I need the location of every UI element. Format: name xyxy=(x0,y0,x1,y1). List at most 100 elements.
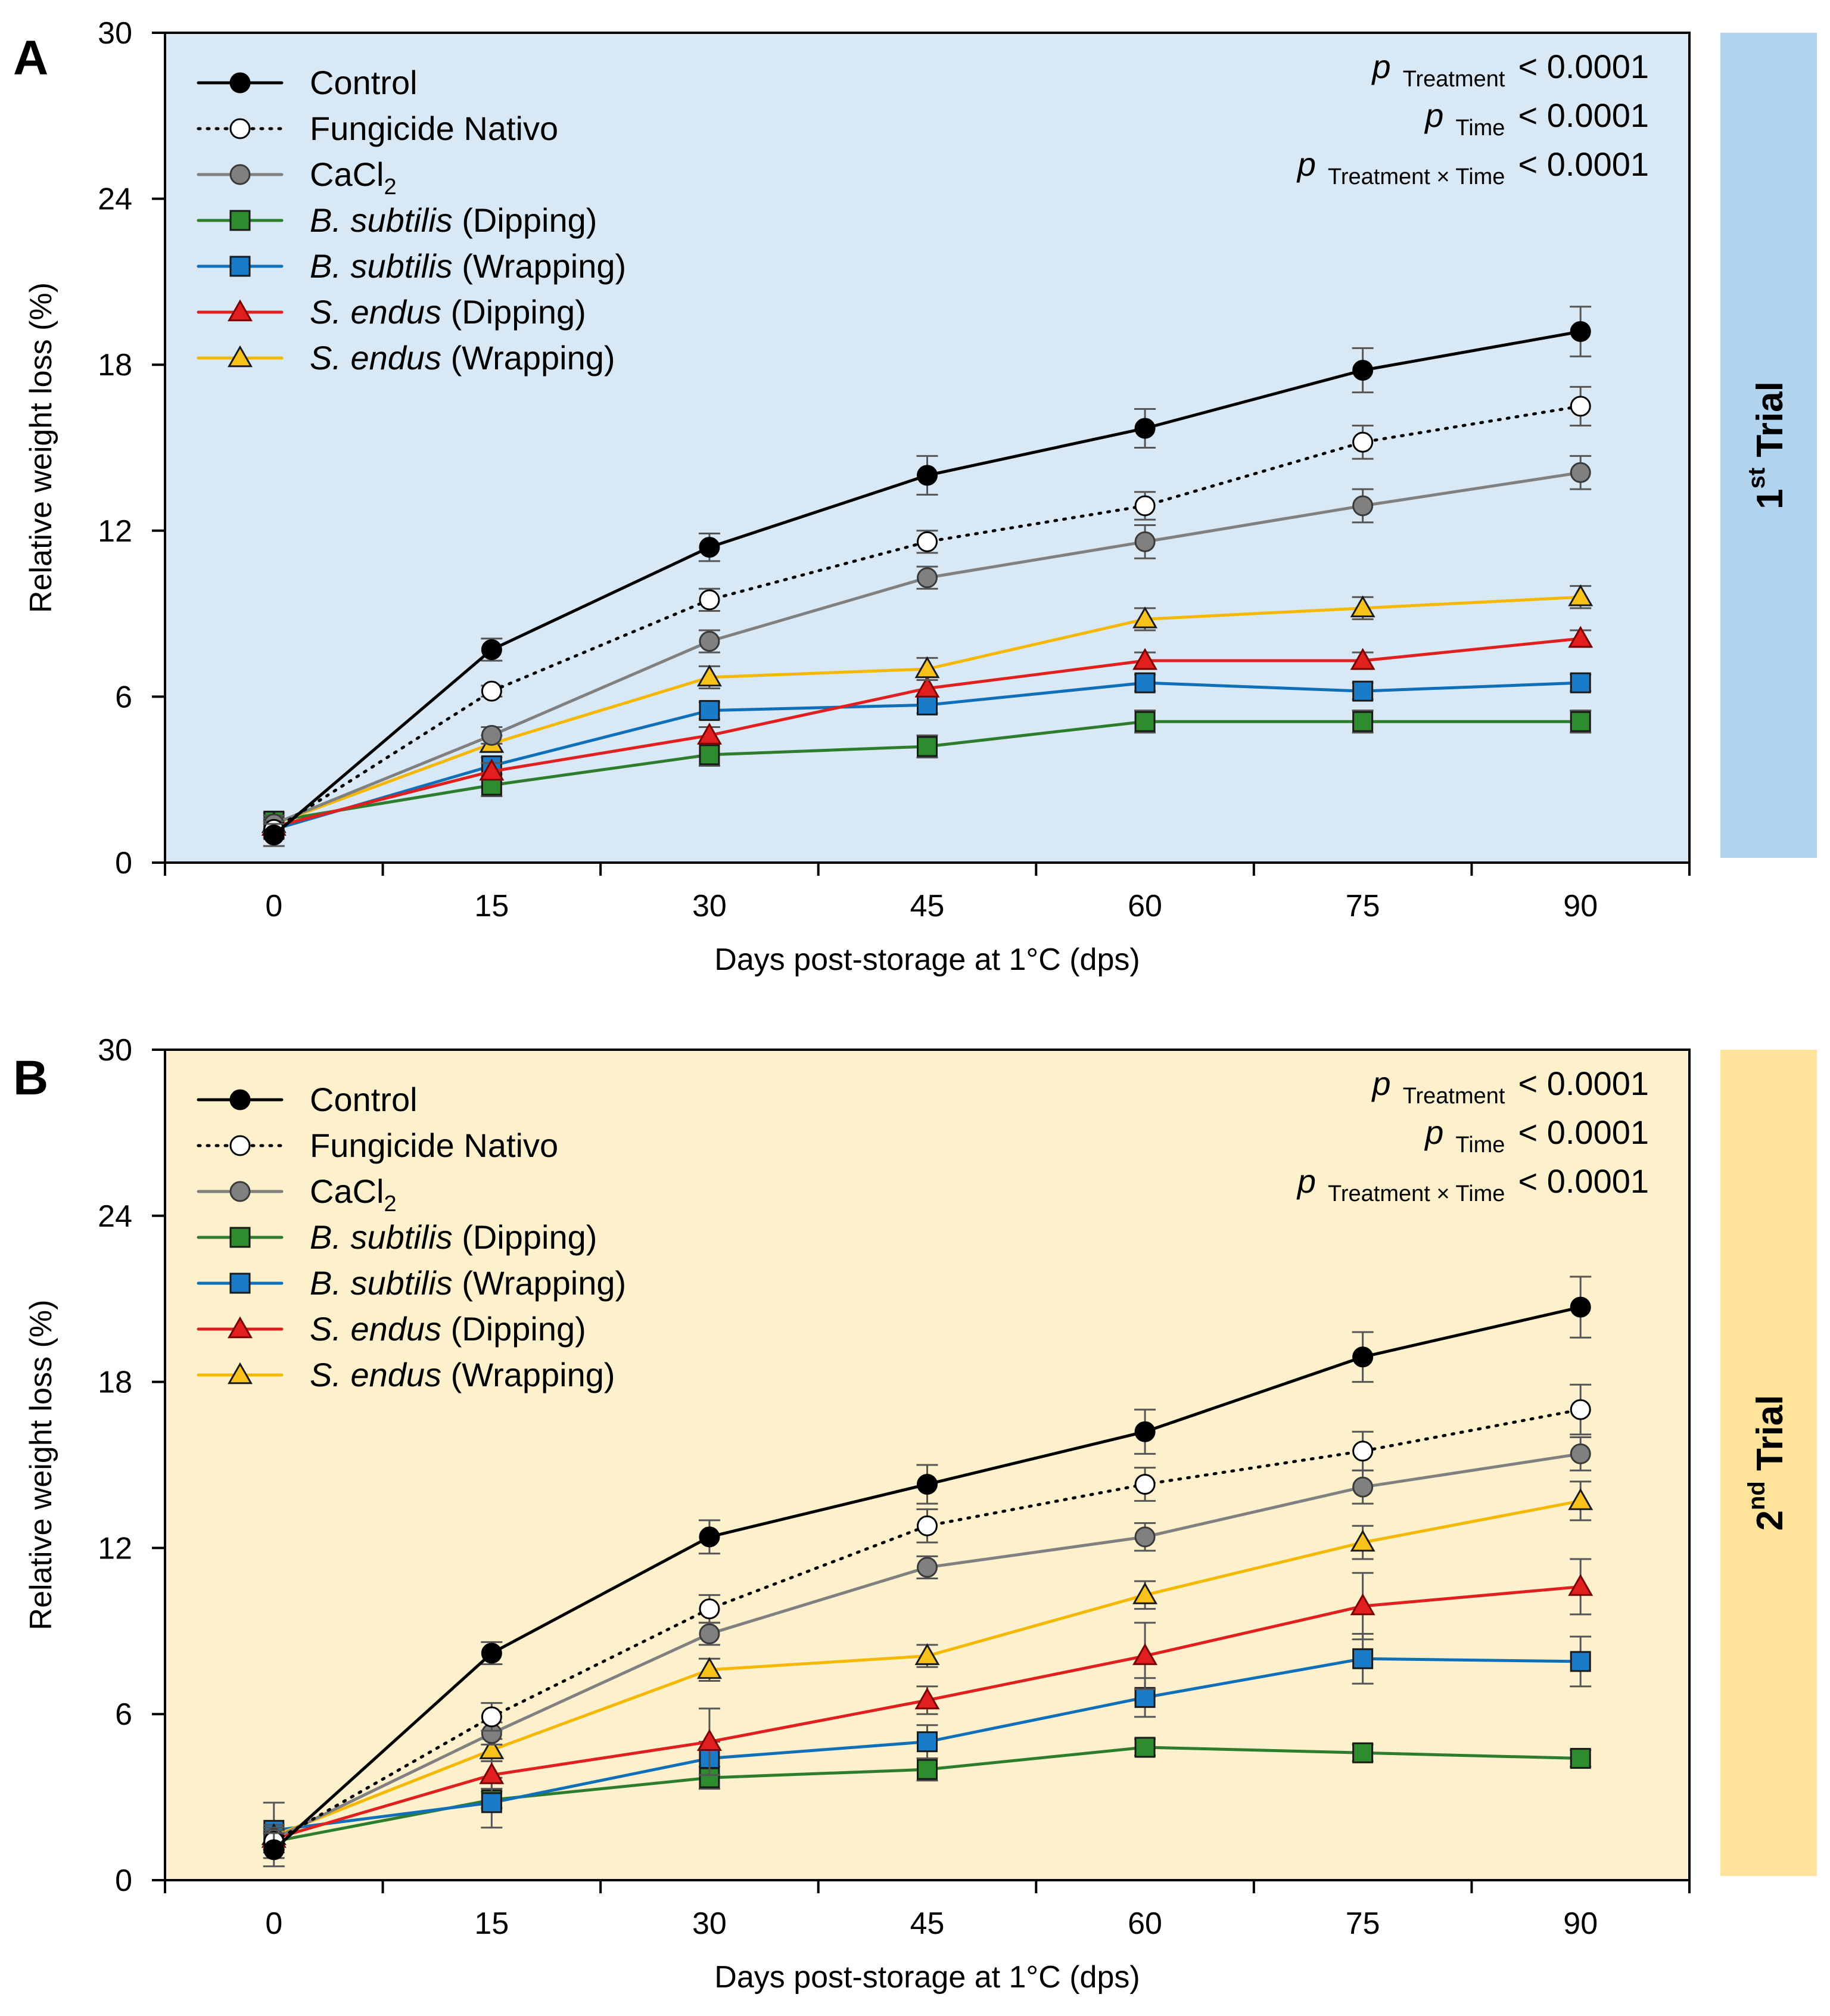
se_wrap-marker xyxy=(1350,595,1375,618)
se_wrap-marker xyxy=(1132,1582,1158,1604)
stat-line: p Treatment × Time < 0.0001 xyxy=(1296,1162,1649,1206)
bs_dip-marker xyxy=(699,744,720,766)
x-tick-label: 75 xyxy=(1346,889,1380,923)
control-marker xyxy=(699,1526,720,1548)
se_dip-marker xyxy=(228,299,253,322)
text-span: (Dipping) xyxy=(441,293,586,331)
se_wrap-marker xyxy=(1350,1529,1375,1552)
se_wrap-marker xyxy=(914,1643,940,1665)
nativo-marker xyxy=(1134,495,1156,517)
legend: Control Fungicide Nativo CaCl2 B. subtilis … xyxy=(197,64,626,377)
se_wrap-marker xyxy=(914,656,940,679)
control-marker xyxy=(1134,418,1156,439)
trial-label: 2nd Trial xyxy=(1744,1395,1791,1530)
nativo-marker xyxy=(1134,1474,1156,1495)
text-span: (Wrapping) xyxy=(441,339,615,377)
legend-item-se_wrap: S. endus (Wrapping) xyxy=(197,1356,615,1393)
text-span: Treatment × Time xyxy=(1328,164,1505,189)
control-marker xyxy=(1570,1296,1591,1318)
text-span: Treatment xyxy=(1403,67,1505,92)
trial-strip xyxy=(1720,33,1817,858)
text-span: p xyxy=(1296,1162,1316,1200)
legend-item-nativo: Fungicide Nativo xyxy=(197,1127,558,1164)
legend-item-bs_wrap: B. subtilis (Wrapping) xyxy=(197,247,626,285)
se_dip-marker xyxy=(479,758,505,781)
legend-label: Control xyxy=(310,64,418,101)
stats-annotation: p Treatment < 0.0001 p Time < 0.0001 p Treatmen… xyxy=(1296,48,1649,189)
y-tick-label: 12 xyxy=(98,1531,132,1566)
nativo-marker xyxy=(1352,431,1374,453)
bs_dip-marker xyxy=(917,1759,938,1780)
cacl2-marker xyxy=(229,164,251,185)
text-span: S. endus xyxy=(310,1310,441,1348)
bs_wrap-marker xyxy=(229,1273,251,1294)
text-span: Treatment × Time xyxy=(1328,1181,1505,1206)
legend-label: B. subtilis (Wrapping) xyxy=(310,247,626,285)
stats-annotation: p Treatment < 0.0001 p Time < 0.0001 p Treatmen… xyxy=(1296,1065,1649,1206)
x-tick-label: 75 xyxy=(1346,1906,1380,1941)
x-axis-label: Days post-storage at 1°C (dps) xyxy=(714,1960,1140,1995)
legend-label: CaCl2 xyxy=(310,155,397,200)
text-span: Trial xyxy=(1750,381,1791,468)
control-marker xyxy=(917,465,938,486)
se_dip-marker xyxy=(1350,648,1375,670)
se_wrap-marker xyxy=(1132,606,1158,629)
se_wrap-marker xyxy=(228,1362,253,1385)
se_dip-marker xyxy=(1132,648,1158,670)
se_wrap-marker xyxy=(696,1657,722,1679)
bs_wrap-marker xyxy=(481,1792,502,1813)
control-marker xyxy=(1352,359,1374,381)
legend-item-cacl2: CaCl2 xyxy=(197,1172,397,1217)
bs_wrap-marker xyxy=(917,694,938,715)
x-tick-label: 45 xyxy=(910,889,945,923)
text-span: nd xyxy=(1744,1481,1770,1510)
cacl2-marker xyxy=(699,631,720,652)
bs_dip-marker xyxy=(1570,711,1591,732)
series-control xyxy=(263,306,1592,847)
text-span: < 0.0001 xyxy=(1518,1162,1649,1200)
control-marker xyxy=(481,1642,502,1664)
nativo-marker xyxy=(481,680,502,702)
cacl2-marker xyxy=(1352,1476,1374,1498)
control-marker xyxy=(229,1089,251,1110)
se_dip-marker xyxy=(228,1316,253,1339)
y-tick-label: 12 xyxy=(98,514,132,549)
x-tick-label: 60 xyxy=(1128,889,1162,923)
legend-item-control: Control xyxy=(197,1081,418,1118)
legend-label: S. endus (Wrapping) xyxy=(310,1356,615,1393)
bs_dip-marker xyxy=(229,1227,251,1248)
legend-item-control: Control xyxy=(197,64,418,101)
se_dip-marker xyxy=(479,1762,505,1784)
y-tick-label: 6 xyxy=(115,680,132,714)
bs_dip-marker xyxy=(1570,1748,1591,1769)
nativo-marker xyxy=(699,589,720,611)
y-tick-label: 18 xyxy=(98,1365,132,1400)
text-span: CaCl xyxy=(310,155,384,193)
se_wrap-marker xyxy=(696,664,722,687)
x-tick-label: 45 xyxy=(910,1906,945,1941)
bs_wrap-marker xyxy=(1134,672,1156,693)
bs_dip-marker xyxy=(1134,711,1156,732)
text-span: Time xyxy=(1455,116,1505,141)
text-span: (Wrapping) xyxy=(441,1356,615,1393)
se_wrap-marker xyxy=(228,345,253,368)
bs_wrap-marker xyxy=(1134,1687,1156,1708)
stat-line: p Treatment × Time < 0.0001 xyxy=(1296,145,1649,189)
text-span: Fungicide Nativo xyxy=(310,1127,558,1164)
x-tick-label: 0 xyxy=(265,889,282,923)
bs_dip-marker xyxy=(1352,711,1374,732)
nativo-marker xyxy=(1570,396,1591,417)
y-axis-label: Relative weight loss (%) xyxy=(24,1300,58,1631)
y-tick-label: 24 xyxy=(98,1199,132,1234)
text-span: < 0.0001 xyxy=(1518,1065,1649,1102)
text-span: p xyxy=(1371,1065,1391,1102)
nativo-marker xyxy=(229,1135,251,1156)
legend-label: CaCl2 xyxy=(310,1172,397,1217)
text-span: p xyxy=(1296,145,1316,183)
text-span: st xyxy=(1744,468,1770,489)
text-span: Fungicide Nativo xyxy=(310,110,558,147)
legend-item-bs_dip: B. subtilis (Dipping) xyxy=(197,1218,597,1256)
bs_wrap-marker xyxy=(917,1731,938,1753)
